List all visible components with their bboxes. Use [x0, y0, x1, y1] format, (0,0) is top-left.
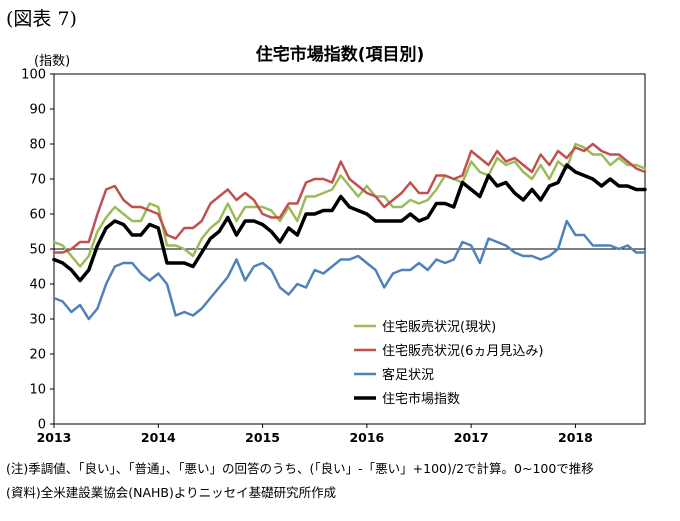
legend-label-3: 客足状況 — [382, 367, 434, 383]
x-tick-label: 2017 — [454, 430, 489, 445]
y-tick-label: 80 — [29, 138, 46, 153]
y-tick-label: 60 — [29, 208, 46, 223]
legend-label-4: 住宅市場指数 — [382, 391, 460, 407]
y-tick-label: 30 — [29, 313, 46, 328]
footnote: (注)季調値、「良い」、「普通」、「悪い」の回答のうち、(「良い」-「悪い」+1… — [6, 461, 594, 476]
x-tick-label: 2018 — [558, 430, 593, 445]
y-tick-label: 70 — [29, 173, 46, 188]
y-tick-label: 20 — [29, 348, 46, 363]
series-line-4 — [52, 163, 647, 283]
series-line-3 — [52, 219, 647, 321]
y-tick-label: 50 — [29, 243, 46, 258]
y-axis-unit-label: (指数) — [34, 54, 71, 69]
series-line-2 — [52, 142, 647, 254]
x-tick-label: 2014 — [141, 430, 176, 445]
series-line-1 — [52, 142, 647, 268]
source-note: (資料)全米建設業協会(NAHB)よりニッセイ基礎研究所作成 — [6, 485, 337, 500]
y-tick-label: 10 — [29, 383, 46, 398]
x-tick-label: 2013 — [37, 430, 72, 445]
y-tick-label: 0 — [38, 418, 46, 433]
figure-label: (図表 7) — [6, 8, 77, 30]
x-tick-label: 2015 — [245, 430, 280, 445]
y-tick-label: 90 — [29, 103, 46, 118]
x-tick-label: 2016 — [349, 430, 384, 445]
legend-label-1: 住宅販売状況(現状) — [382, 319, 496, 335]
legend-label-2: 住宅販売状況(6ヵ月見込み) — [382, 343, 543, 359]
chart-title: 住宅市場指数(項目別) — [255, 45, 425, 65]
y-tick-label: 40 — [29, 278, 46, 293]
y-tick-label: 100 — [21, 68, 46, 83]
